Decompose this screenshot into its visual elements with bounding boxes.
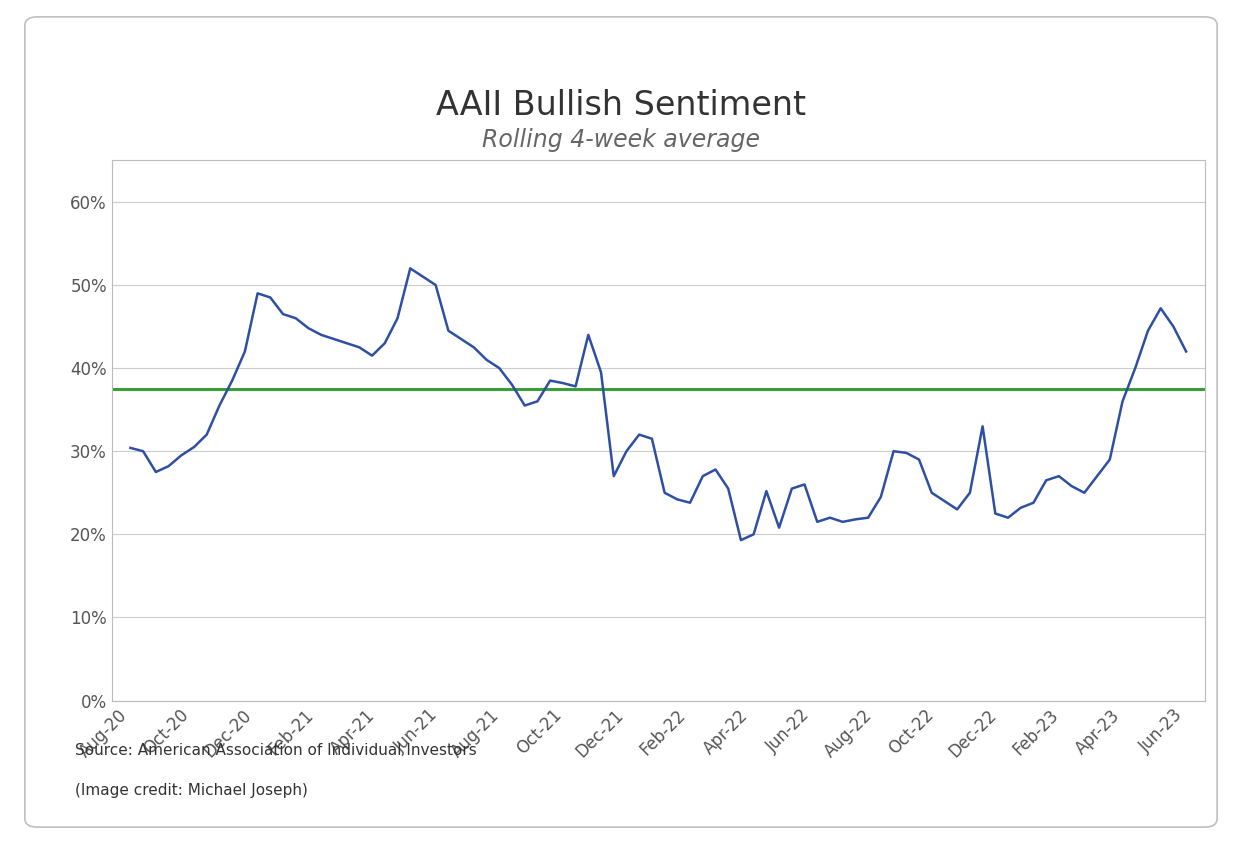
Text: Source: American Association of Individual Investors: Source: American Association of Individu… [75, 743, 476, 758]
Text: (Image credit: Michael Joseph): (Image credit: Michael Joseph) [75, 783, 308, 798]
Text: AAII Bullish Sentiment: AAII Bullish Sentiment [436, 89, 806, 122]
Text: Rolling 4-week average: Rolling 4-week average [482, 128, 760, 152]
